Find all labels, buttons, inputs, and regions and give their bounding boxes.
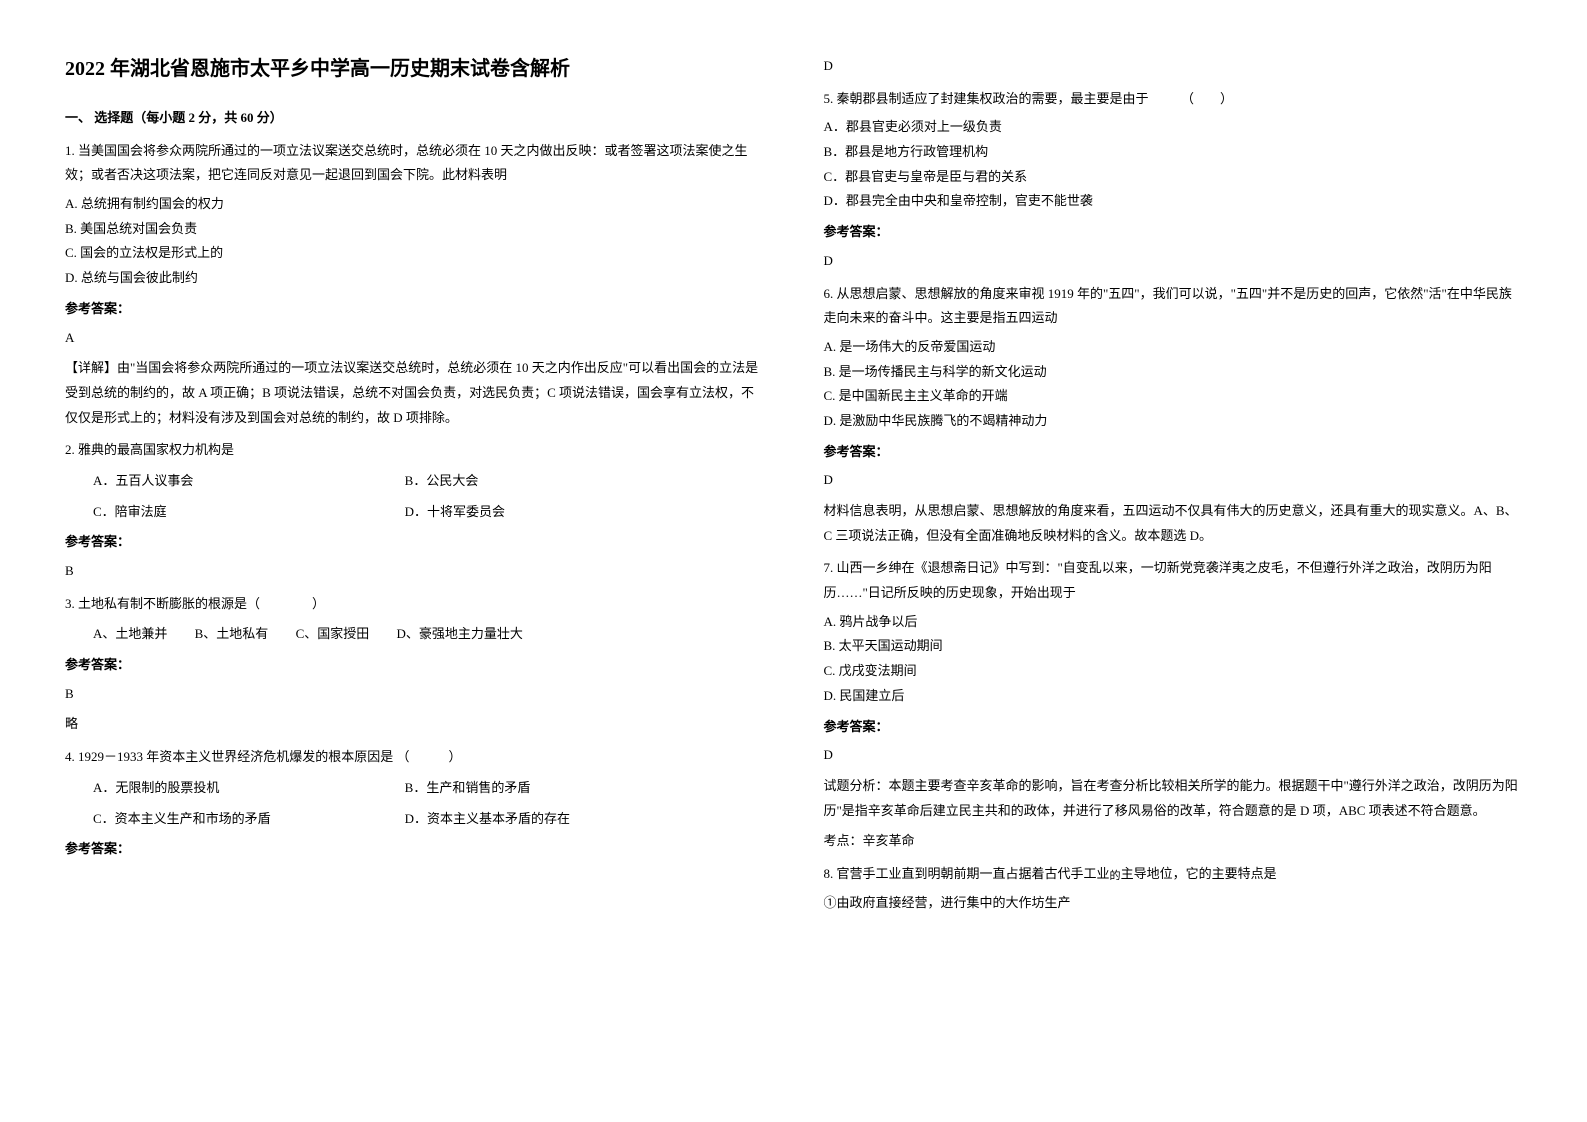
answer-value: D: [824, 743, 1523, 768]
option-c: C. 是中国新民主主义革命的开端: [824, 384, 1523, 409]
option-c: C、国家授田: [296, 622, 370, 647]
question-text-part1: 8. 官营手工业直到明朝前期一直占据着古代手工业: [824, 866, 1110, 881]
question-text-part2: 主导地位，它的主要特点是: [1121, 866, 1277, 881]
section-heading: 一、 选择题（每小题 2 分，共 60 分）: [65, 106, 764, 131]
question-text-de: 的: [1110, 870, 1121, 882]
option-c: C．资本主义生产和市场的矛盾: [93, 807, 401, 832]
option-row: A．无限制的股票投机 B．生产和销售的矛盾: [65, 776, 764, 801]
explanation: 【详解】由"当国会将参众两院所通过的一项立法议案送交总统时，总统必须在 10 天…: [65, 356, 764, 430]
exam-title: 2022 年湖北省恩施市太平乡中学高一历史期末试卷含解析: [65, 50, 764, 88]
option-d: D．郡县完全由中央和皇帝控制，官吏不能世袭: [824, 189, 1523, 214]
question-text: 1. 当美国国会将参众两院所通过的一项立法议案送交总统时，总统必须在 10 天之…: [65, 143, 748, 183]
option-d: D. 民国建立后: [824, 684, 1523, 709]
right-column: D 5. 秦朝郡县制适应了封建集权政治的需要，最主要是由于 （ ） A．郡县官吏…: [824, 50, 1523, 916]
question-text: 6. 从思想启蒙、思想解放的角度来审视 1919 年的"五四"，我们可以说，"五…: [824, 286, 1512, 326]
option-d: D. 是激励中华民族腾飞的不竭精神动力: [824, 409, 1523, 434]
option-c: C. 国会的立法权是形式上的: [65, 241, 764, 266]
option-b: B. 美国总统对国会负责: [65, 217, 764, 242]
option-d: D．十将军委员会: [405, 500, 713, 525]
list-item: ①由政府直接经营，进行集中的大作坊生产: [824, 891, 1523, 916]
question-text: 3. 土地私有制不断膨胀的根源是（ ）: [65, 596, 325, 611]
option-c: C．郡县官吏与皇帝是臣与君的关系: [824, 165, 1523, 190]
explanation: 略: [65, 712, 764, 737]
question-5: 5. 秦朝郡县制适应了封建集权政治的需要，最主要是由于 （ ）: [824, 87, 1523, 112]
answer-label: 参考答案：: [65, 530, 764, 555]
answer-label: 参考答案：: [65, 653, 764, 678]
answer-value: A: [65, 326, 764, 351]
option-row: A、土地兼并 B、土地私有 C、国家授田 D、豪强地主力量壮大: [65, 622, 764, 647]
answer-label: 参考答案：: [65, 837, 764, 862]
question-2: 2. 雅典的最高国家权力机构是: [65, 438, 764, 463]
option-a: A．五百人议事会: [93, 469, 401, 494]
answer-value: D: [824, 249, 1523, 274]
option-b: B. 是一场传播民主与科学的新文化运动: [824, 360, 1523, 385]
question-4: 4. 1929－1933 年资本主义世界经济危机爆发的根本原因是 （ ）: [65, 745, 764, 770]
option-a: A、土地兼并: [93, 622, 167, 647]
answer-value: B: [65, 559, 764, 584]
question-1: 1. 当美国国会将参众两院所通过的一项立法议案送交总统时，总统必须在 10 天之…: [65, 139, 764, 188]
option-d: D. 总统与国会彼此制约: [65, 266, 764, 291]
explanation: 材料信息表明，从思想启蒙、思想解放的角度来看，五四运动不仅具有伟大的历史意义，还…: [824, 499, 1523, 548]
question-text: 4. 1929－1933 年资本主义世界经济危机爆发的根本原因是 （ ）: [65, 749, 462, 764]
answer-value: B: [65, 682, 764, 707]
question-text: 5. 秦朝郡县制适应了封建集权政治的需要，最主要是由于 （ ）: [824, 91, 1234, 106]
question-3: 3. 土地私有制不断膨胀的根源是（ ）: [65, 592, 764, 617]
explanation: 试题分析：本题主要考查辛亥革命的影响，旨在考查分析比较相关所学的能力。根据题干中…: [824, 774, 1523, 823]
answer-label: 参考答案：: [824, 440, 1523, 465]
kaodian: 考点：辛亥革命: [824, 829, 1523, 854]
answer-value: D: [824, 468, 1523, 493]
option-a: A. 鸦片战争以后: [824, 610, 1523, 635]
question-text: 7. 山西一乡绅在《退想斋日记》中写到："自变乱以来，一切新党竞袭洋夷之皮毛，不…: [824, 560, 1492, 600]
option-row: A．五百人议事会 B．公民大会: [65, 469, 764, 494]
left-column: 2022 年湖北省恩施市太平乡中学高一历史期末试卷含解析 一、 选择题（每小题 …: [65, 50, 764, 916]
question-text: 2. 雅典的最高国家权力机构是: [65, 442, 234, 457]
option-row: C．陪审法庭 D．十将军委员会: [65, 500, 764, 525]
option-a: A．郡县官吏必须对上一级负责: [824, 115, 1523, 140]
answer-label: 参考答案：: [824, 715, 1523, 740]
answer-label: 参考答案：: [65, 297, 764, 322]
option-b: B．生产和销售的矛盾: [405, 776, 713, 801]
option-c: C．陪审法庭: [93, 500, 401, 525]
option-c: C. 戊戌变法期间: [824, 659, 1523, 684]
option-b: B．郡县是地方行政管理机构: [824, 140, 1523, 165]
option-a: A. 总统拥有制约国会的权力: [65, 192, 764, 217]
question-7: 7. 山西一乡绅在《退想斋日记》中写到："自变乱以来，一切新党竞袭洋夷之皮毛，不…: [824, 556, 1523, 605]
option-b: B．公民大会: [405, 469, 713, 494]
answer-value: D: [824, 54, 1523, 79]
option-d: D．资本主义基本矛盾的存在: [405, 807, 713, 832]
option-d: D、豪强地主力量壮大: [396, 622, 522, 647]
question-8: 8. 官营手工业直到明朝前期一直占据着古代手工业的主导地位，它的主要特点是: [824, 862, 1523, 887]
option-row: C．资本主义生产和市场的矛盾 D．资本主义基本矛盾的存在: [65, 807, 764, 832]
option-a: A. 是一场伟大的反帝爱国运动: [824, 335, 1523, 360]
question-6: 6. 从思想启蒙、思想解放的角度来审视 1919 年的"五四"，我们可以说，"五…: [824, 282, 1523, 331]
option-b: B、土地私有: [195, 622, 269, 647]
option-b: B. 太平天国运动期间: [824, 634, 1523, 659]
answer-label: 参考答案：: [824, 220, 1523, 245]
option-a: A．无限制的股票投机: [93, 776, 401, 801]
